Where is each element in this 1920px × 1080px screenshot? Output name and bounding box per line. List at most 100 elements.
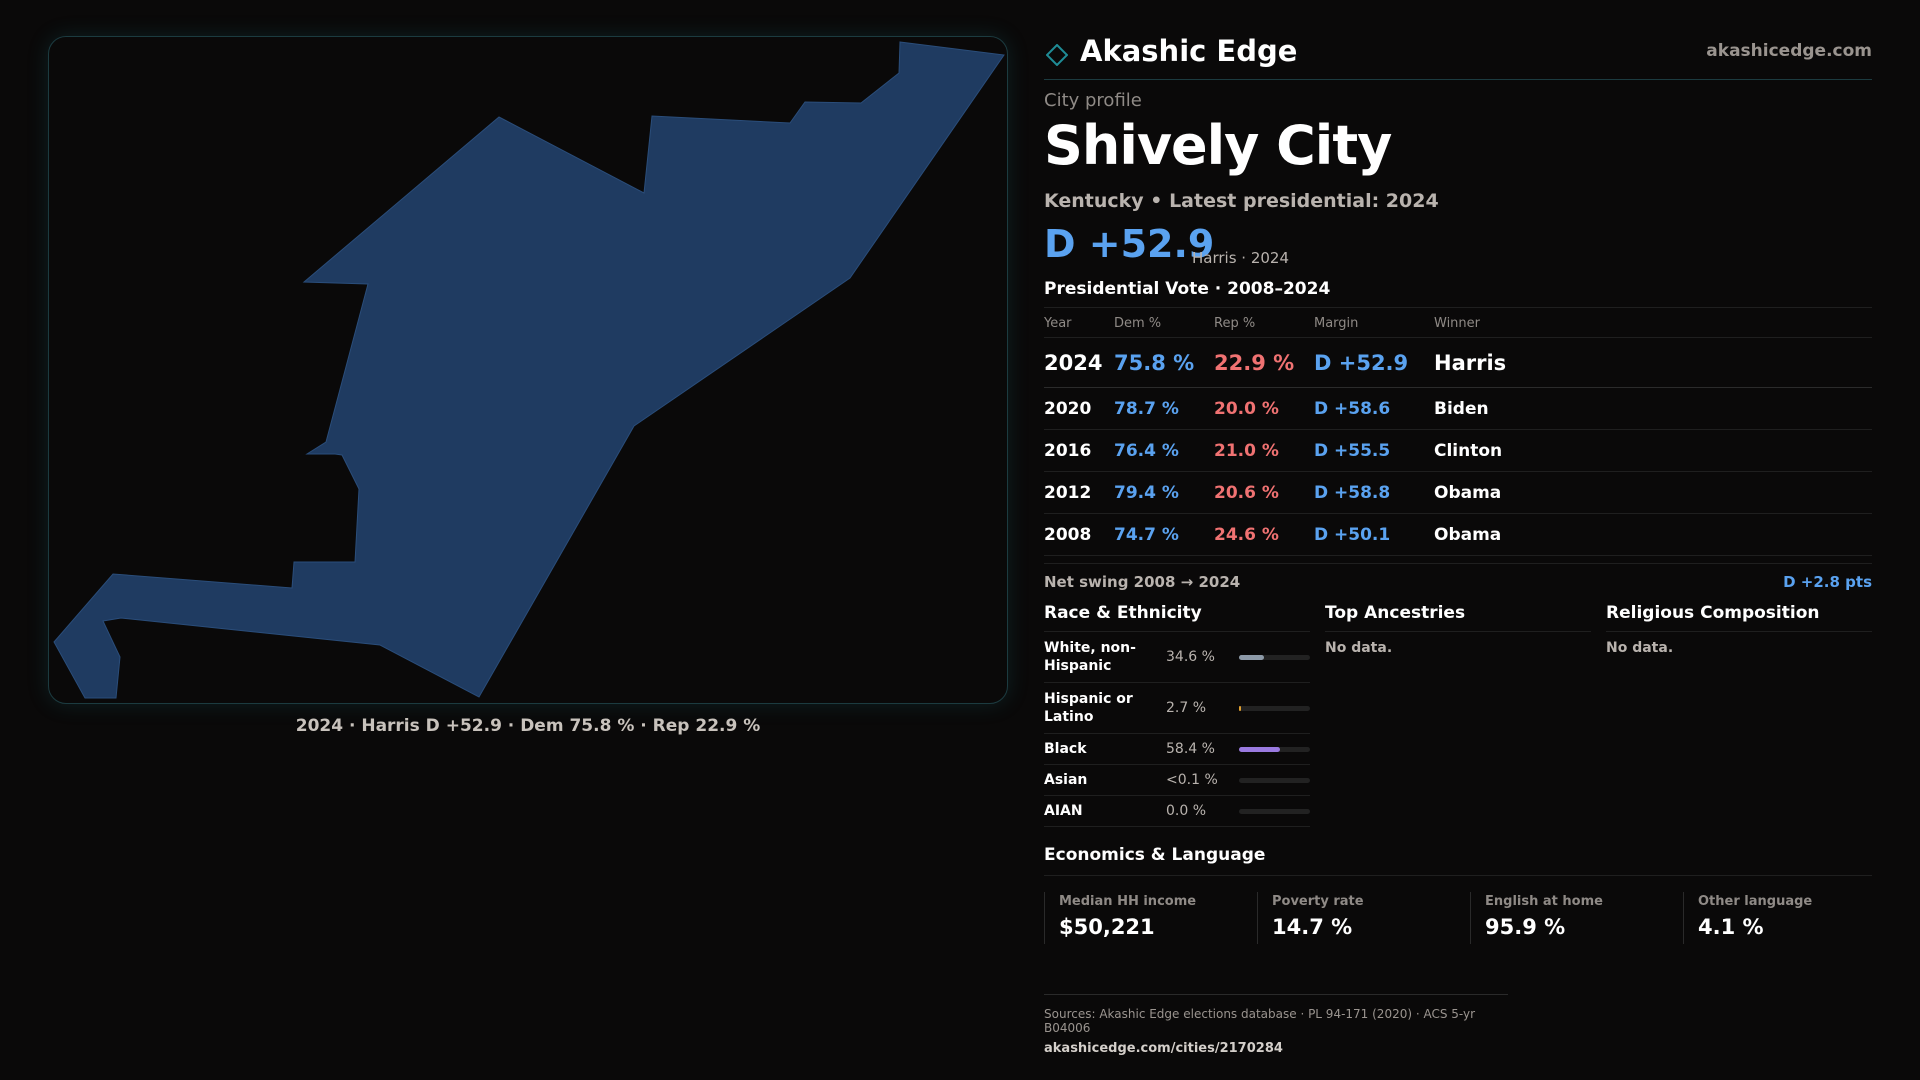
col-header-dem: Dem % (1114, 307, 1214, 338)
econ-label: Poverty rate (1272, 894, 1364, 909)
ancestries-title: Top Ancestries (1325, 600, 1591, 632)
race-bar-track (1239, 655, 1310, 660)
cell-rep: 22.9 % (1214, 337, 1314, 388)
col-header-year: Year (1044, 307, 1114, 338)
race-label: Black (1044, 741, 1087, 757)
net-swing-label: Net swing 2008 → 2024 (1044, 573, 1241, 591)
race-percent: 0.0 % (1166, 803, 1207, 819)
race-bar-track (1239, 778, 1310, 783)
cell-winner: Obama (1434, 513, 1872, 556)
table-row[interactable]: 2016 76.4 % 21.0 % D +55.5 Clinton (1044, 429, 1872, 472)
race-ethnicity-title: Race & Ethnicity (1044, 600, 1310, 632)
race-label: Asian (1044, 772, 1088, 788)
cell-winner: Harris (1434, 337, 1872, 388)
cell-rep: 24.6 % (1214, 513, 1314, 556)
table-row[interactable]: 2008 74.7 % 24.6 % D +50.1 Obama (1044, 513, 1872, 556)
page-subtitle: Kentucky • Latest presidential: 2024 (1044, 190, 1439, 212)
cell-rep: 21.0 % (1214, 429, 1314, 472)
econ-value: 14.7 % (1272, 915, 1353, 939)
table-row[interactable]: 2024 75.8 % 22.9 % D +52.9 Harris (1044, 337, 1872, 388)
race-percent: 2.7 % (1166, 700, 1207, 716)
col-header-winner: Winner (1434, 307, 1872, 338)
col-header-margin: Margin (1314, 307, 1434, 338)
cell-winner: Biden (1434, 387, 1872, 430)
brand-name[interactable]: Akashic Edge (1080, 34, 1298, 68)
race-percent: <0.1 % (1166, 772, 1218, 788)
cell-year: 2024 (1044, 337, 1114, 388)
econ-label: Median HH income (1059, 894, 1197, 909)
econ-stat-poverty-rate: Poverty rate 14.7 % (1257, 892, 1464, 944)
cell-margin: D +58.6 (1314, 387, 1434, 430)
race-bar-fill (1239, 706, 1241, 711)
net-swing-value: D +2.8 pts (1783, 573, 1872, 591)
race-bar-track (1239, 809, 1310, 814)
econ-value: 95.9 % (1485, 915, 1566, 939)
religion-empty-text: No data. (1606, 640, 1674, 656)
economics-title: Economics & Language (1044, 845, 1872, 876)
cell-winner: Obama (1434, 471, 1872, 514)
net-swing-row: Net swing 2008 → 2024 D +2.8 pts (1044, 563, 1872, 599)
race-row: Asian <0.1 % (1044, 765, 1310, 796)
econ-value: 4.1 % (1698, 915, 1764, 939)
cell-year: 2008 (1044, 513, 1114, 556)
sources-text: Sources: Akashic Edge elections database… (1044, 1007, 1476, 1035)
city-boundary-shape[interactable] (53, 41, 1005, 699)
race-bar-track (1239, 706, 1310, 711)
econ-label: English at home (1485, 894, 1603, 909)
page-url-link[interactable]: akashicedge.com/cities/2170284 (1044, 1041, 1283, 1056)
profile-panel: Akashic Edge akashicedge.com City profil… (1044, 0, 1872, 1080)
race-label: White, non-Hispanic (1044, 640, 1136, 674)
race-label: AIAN (1044, 803, 1083, 819)
race-row: Black 58.4 % (1044, 734, 1310, 765)
city-map-panel[interactable] (48, 36, 1008, 704)
religion-section: Religious Composition No data. (1606, 600, 1872, 656)
race-percent: 34.6 % (1166, 649, 1215, 665)
cell-rep: 20.0 % (1214, 387, 1314, 430)
econ-stat-english-at-home: English at home 95.9 % (1470, 892, 1677, 944)
ancestries-empty-text: No data. (1325, 640, 1393, 656)
headline-margin: D +52.9 (1044, 222, 1215, 266)
brand-header: Akashic Edge akashicedge.com (1044, 30, 1872, 80)
presidential-vote-table: Year Dem % Rep % Margin Winner 2024 75.8… (1044, 307, 1872, 556)
cell-rep: 20.6 % (1214, 471, 1314, 514)
city-boundary-map (53, 41, 1005, 699)
race-row: White, non-Hispanic 34.6 % (1044, 632, 1310, 683)
econ-label: Other language (1698, 894, 1813, 909)
race-row: Hispanic or Latino 2.7 % (1044, 683, 1310, 734)
cell-winner: Clinton (1434, 429, 1872, 472)
table-row[interactable]: 2020 78.7 % 20.0 % D +58.6 Biden (1044, 387, 1872, 430)
brand-url-link[interactable]: akashicedge.com (1706, 41, 1872, 61)
headline-note: Harris · 2024 (1192, 249, 1290, 267)
cell-year: 2012 (1044, 471, 1114, 514)
economics-grid: Median HH income $50,221 Poverty rate 14… (1044, 892, 1872, 944)
table-header-row: Year Dem % Rep % Margin Winner (1044, 307, 1872, 338)
table-row[interactable]: 2012 79.4 % 20.6 % D +58.8 Obama (1044, 471, 1872, 514)
col-header-rep: Rep % (1214, 307, 1314, 338)
econ-stat-median-income: Median HH income $50,221 (1044, 892, 1251, 944)
religion-title: Religious Composition (1606, 600, 1872, 632)
cell-margin: D +58.8 (1314, 471, 1434, 514)
map-caption: 2024 · Harris D +52.9 · Dem 75.8 % · Rep… (295, 716, 761, 736)
econ-value: $50,221 (1059, 915, 1155, 939)
cell-margin: D +55.5 (1314, 429, 1434, 472)
cell-margin: D +52.9 (1314, 337, 1434, 388)
econ-stat-other-language: Other language 4.1 % (1683, 892, 1890, 944)
cell-dem: 76.4 % (1114, 429, 1214, 472)
cell-margin: D +50.1 (1314, 513, 1434, 556)
diamond-logo-icon (1046, 44, 1068, 66)
race-bar-fill (1239, 747, 1281, 752)
page-footer: Sources: Akashic Edge elections database… (1044, 994, 1508, 1056)
cell-year: 2016 (1044, 429, 1114, 472)
page-title: Shively City (1044, 114, 1392, 177)
race-bar-track (1239, 747, 1310, 752)
presidential-vote-title: Presidential Vote · 2008–2024 (1044, 279, 1331, 299)
cell-dem: 75.8 % (1114, 337, 1214, 388)
cell-dem: 79.4 % (1114, 471, 1214, 514)
race-row: AIAN 0.0 % (1044, 796, 1310, 827)
race-ethnicity-section: Race & Ethnicity White, non-Hispanic 34.… (1044, 600, 1310, 827)
cell-year: 2020 (1044, 387, 1114, 430)
cell-dem: 74.7 % (1114, 513, 1214, 556)
race-label: Hispanic or Latino (1044, 691, 1133, 725)
ancestries-section: Top Ancestries No data. (1325, 600, 1591, 656)
page-eyebrow: City profile (1044, 90, 1142, 111)
